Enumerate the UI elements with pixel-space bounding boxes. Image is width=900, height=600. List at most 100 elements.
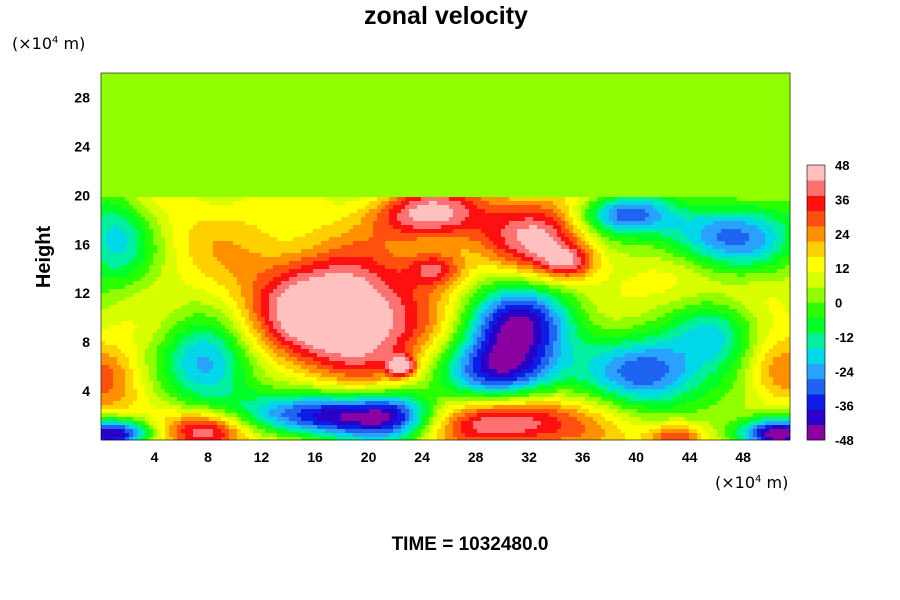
heatmap-cell <box>361 125 366 130</box>
heatmap-cell <box>701 169 706 174</box>
heatmap-cell <box>477 85 482 90</box>
heatmap-cell <box>761 177 766 182</box>
heatmap-cell <box>637 133 642 138</box>
heatmap-cell <box>169 145 174 150</box>
heatmap-cell <box>749 125 754 130</box>
heatmap-cell <box>585 93 590 98</box>
heatmap-cell <box>485 169 490 174</box>
heatmap-cell <box>705 181 710 186</box>
heatmap-cell <box>685 73 690 78</box>
heatmap-cell <box>189 85 194 90</box>
heatmap-cell <box>337 145 342 150</box>
heatmap-cell <box>289 177 294 182</box>
heatmap-cell <box>161 137 166 142</box>
heatmap-cell <box>321 137 326 142</box>
heatmap-cell <box>681 169 686 174</box>
heatmap-cell <box>761 97 766 102</box>
heatmap-cell <box>441 77 446 82</box>
heatmap-cell <box>453 173 458 178</box>
heatmap-cell <box>641 73 646 78</box>
heatmap-cell <box>357 129 362 134</box>
heatmap-cell <box>385 113 390 118</box>
heatmap-cell <box>749 109 754 114</box>
heatmap-cell <box>541 165 546 170</box>
heatmap-cell <box>673 137 678 142</box>
heatmap-cell <box>529 125 534 130</box>
heatmap-cell <box>249 153 254 158</box>
heatmap-cell <box>197 125 202 130</box>
heatmap-cell <box>465 97 470 102</box>
heatmap-cell <box>453 129 458 134</box>
heatmap-cell <box>185 169 190 174</box>
heatmap-cell <box>121 109 126 114</box>
heatmap-cell <box>217 157 222 162</box>
heatmap-cell <box>493 177 498 182</box>
heatmap-cell <box>765 85 770 90</box>
heatmap-cell <box>197 97 202 102</box>
heatmap-cell <box>601 77 606 82</box>
heatmap-cell <box>337 109 342 114</box>
heatmap-cell <box>149 161 154 166</box>
heatmap-cell <box>377 141 382 146</box>
heatmap-cell <box>693 105 698 110</box>
heatmap-cell <box>405 169 410 174</box>
heatmap-cell <box>537 105 542 110</box>
heatmap-cell <box>101 133 106 138</box>
heatmap-cell <box>601 145 606 150</box>
heatmap-cell <box>197 141 202 146</box>
heatmap-cell <box>221 125 226 130</box>
heatmap-cell <box>773 161 778 166</box>
heatmap-cell <box>645 161 650 166</box>
heatmap-cell <box>329 153 334 158</box>
heatmap-cell <box>669 145 674 150</box>
heatmap-cell <box>245 97 250 102</box>
heatmap-cell <box>701 81 706 86</box>
heatmap-cell <box>153 81 158 86</box>
heatmap-cell <box>673 129 678 134</box>
heatmap-cell <box>789 121 791 126</box>
heatmap-cell <box>497 177 502 182</box>
heatmap-cell <box>749 157 754 162</box>
heatmap-cell <box>677 173 682 178</box>
heatmap-cell <box>305 153 310 158</box>
heatmap-cell <box>453 153 458 158</box>
heatmap-cell <box>181 153 186 158</box>
heatmap-cell <box>201 185 206 190</box>
heatmap-cell <box>373 93 378 98</box>
heatmap-cell <box>241 77 246 82</box>
heatmap-cell <box>593 117 598 122</box>
heatmap-cell <box>317 181 322 186</box>
heatmap-cell <box>189 141 194 146</box>
heatmap-cell <box>377 133 382 138</box>
heatmap-cell <box>613 141 618 146</box>
heatmap-cell <box>581 181 586 186</box>
heatmap-cell <box>493 77 498 82</box>
heatmap-cell <box>125 101 130 106</box>
heatmap-cell <box>765 129 770 134</box>
heatmap-cell <box>541 161 546 166</box>
heatmap-cell <box>713 177 718 182</box>
heatmap-cell <box>621 157 626 162</box>
heatmap-cell <box>113 137 118 142</box>
heatmap-cell <box>717 117 722 122</box>
heatmap-cell <box>761 137 766 142</box>
heatmap-cell <box>725 153 730 158</box>
heatmap-cell <box>213 105 218 110</box>
heatmap-cell <box>773 141 778 146</box>
heatmap-cell <box>405 185 410 190</box>
heatmap-cell <box>549 93 554 98</box>
heatmap-cell <box>749 149 754 154</box>
heatmap-cell <box>365 141 370 146</box>
heatmap-cell <box>117 121 122 126</box>
heatmap-cell <box>633 125 638 130</box>
heatmap-cell <box>569 109 574 114</box>
heatmap-cell <box>745 141 750 146</box>
heatmap-cell <box>737 113 742 118</box>
heatmap-cell <box>709 101 714 106</box>
heatmap-cell <box>109 173 114 178</box>
heatmap-cell <box>573 85 578 90</box>
heatmap-cell <box>433 97 438 102</box>
heatmap-cell <box>353 105 358 110</box>
heatmap-cell <box>757 153 762 158</box>
heatmap-cell <box>549 125 554 130</box>
